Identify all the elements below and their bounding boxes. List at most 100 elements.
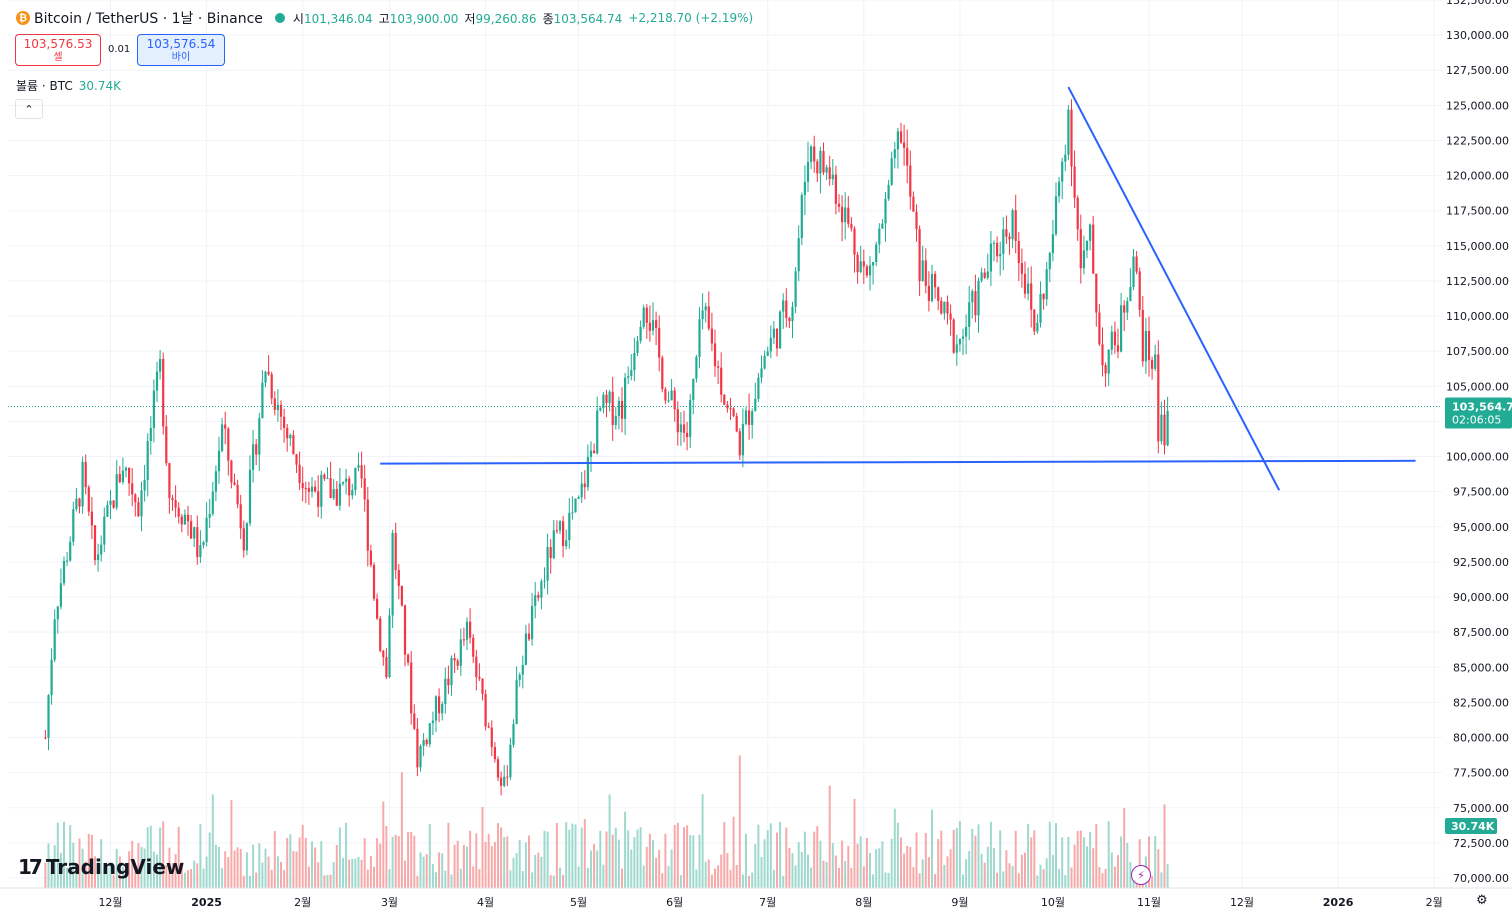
- candle-body: [937, 287, 940, 301]
- volume-bar: [512, 857, 515, 888]
- ohlc-close: 종103,564.74: [542, 11, 623, 26]
- candle-body: [1073, 166, 1076, 198]
- candle-body: [822, 150, 825, 173]
- candle-body: [394, 532, 397, 571]
- candle-body: [159, 358, 162, 372]
- volume-bar: [630, 849, 633, 888]
- candle-body: [1147, 330, 1151, 361]
- volume-bar: [918, 873, 921, 888]
- candle-body: [853, 228, 856, 255]
- volume-bar: [1039, 864, 1042, 888]
- tradingview-logo[interactable]: 17 TradingView: [18, 855, 184, 879]
- volume-bar: [1061, 837, 1064, 888]
- candle-body: [1067, 109, 1070, 155]
- volume-bar: [763, 839, 766, 888]
- volume-bar: [1157, 849, 1160, 888]
- volume-bar: [754, 844, 757, 888]
- volume-bar: [565, 822, 568, 888]
- gear-icon[interactable]: ⚙: [1476, 893, 1488, 908]
- price-tick-label: 115,000.00: [1446, 240, 1509, 253]
- candle-body: [1110, 331, 1113, 350]
- candle-body: [943, 301, 946, 314]
- candle-body: [109, 500, 112, 505]
- volume-legend[interactable]: 볼륨 · BTC 30.74K: [16, 77, 121, 94]
- candle-body: [1135, 256, 1138, 272]
- symbol-header[interactable]: ₿ Bitcoin / TetherUS · 1날 · Binance 시101…: [16, 7, 753, 29]
- candle-body: [124, 467, 128, 471]
- candle-body: [1045, 269, 1048, 300]
- candle-body: [1166, 410, 1169, 446]
- candle-body: [630, 370, 633, 377]
- volume-bar: [989, 821, 992, 888]
- candle-body: [441, 703, 444, 714]
- candle-body: [90, 511, 93, 526]
- volume-bar: [862, 866, 865, 888]
- buy-label: 바이: [171, 52, 191, 63]
- sell-price: 103,576.53: [23, 37, 93, 51]
- candle-body: [1051, 234, 1054, 254]
- volume-bar: [149, 825, 152, 888]
- volume-bar: [559, 867, 561, 888]
- volume-bar: [1058, 868, 1061, 888]
- symbol-title[interactable]: Bitcoin / TetherUS · 1날 · Binance: [34, 11, 263, 27]
- volume-bar: [534, 854, 537, 888]
- candle-body: [310, 486, 314, 492]
- candle-body: [407, 654, 410, 663]
- volume-bar: [453, 844, 456, 888]
- volume-bar: [351, 858, 354, 888]
- volume-bar: [360, 859, 363, 888]
- candle-body: [363, 478, 366, 500]
- candle-body: [236, 484, 239, 505]
- volume-bar: [807, 854, 809, 888]
- volume-bar: [946, 856, 949, 888]
- buy-button[interactable]: 103,576.54 바이: [137, 34, 225, 66]
- candle-body: [782, 300, 785, 312]
- candle-body: [831, 174, 834, 180]
- volume-bar: [664, 833, 667, 888]
- collapse-legend-button[interactable]: ⌃: [15, 99, 43, 119]
- candle-body: [1095, 273, 1098, 313]
- tradingview-logo-icon: 17: [18, 855, 43, 879]
- volume-bar: [252, 844, 255, 888]
- volume-bar: [466, 846, 468, 888]
- sell-button[interactable]: 103,576.53 셀: [15, 34, 101, 66]
- volume-bar: [692, 835, 695, 888]
- candle-body: [1132, 256, 1135, 288]
- volume-bar: [1020, 854, 1023, 888]
- candle-body: [1048, 253, 1051, 270]
- candle-body: [162, 358, 165, 427]
- volume-bar: [515, 853, 518, 888]
- time-tick-label: 4월: [477, 896, 494, 909]
- volume-bar: [596, 850, 599, 888]
- volume-bar: [1089, 831, 1092, 888]
- last-price-badge-countdown: 02:06:05: [1452, 413, 1501, 426]
- candle-body: [568, 512, 571, 541]
- volume-bar: [249, 875, 251, 888]
- volume-bar: [875, 849, 878, 888]
- volume-bar: [441, 853, 444, 888]
- candle-body: [1070, 109, 1073, 167]
- volume-bar: [1138, 839, 1141, 888]
- flash-icon[interactable]: ⚡: [1131, 865, 1151, 885]
- volume-bar: [949, 849, 952, 888]
- candle-body: [44, 737, 47, 739]
- volume-bar: [478, 869, 481, 888]
- descending-trendline: [1067, 86, 1281, 491]
- candle-body: [1154, 354, 1157, 369]
- candle-body: [946, 301, 949, 314]
- volume-bar: [726, 852, 729, 888]
- volume-badge-value: 30.74K: [1451, 820, 1495, 833]
- candle-body: [1017, 240, 1020, 264]
- candle-body: [810, 146, 813, 163]
- volume-bar: [1064, 875, 1067, 888]
- candle-body: [1076, 197, 1079, 230]
- candle-body: [934, 273, 937, 288]
- candle-body: [903, 142, 906, 148]
- volume-bar: [546, 831, 549, 888]
- candle-body: [586, 456, 589, 488]
- candle-body: [608, 391, 611, 404]
- candle-body: [273, 398, 276, 410]
- candle-body: [1163, 414, 1166, 446]
